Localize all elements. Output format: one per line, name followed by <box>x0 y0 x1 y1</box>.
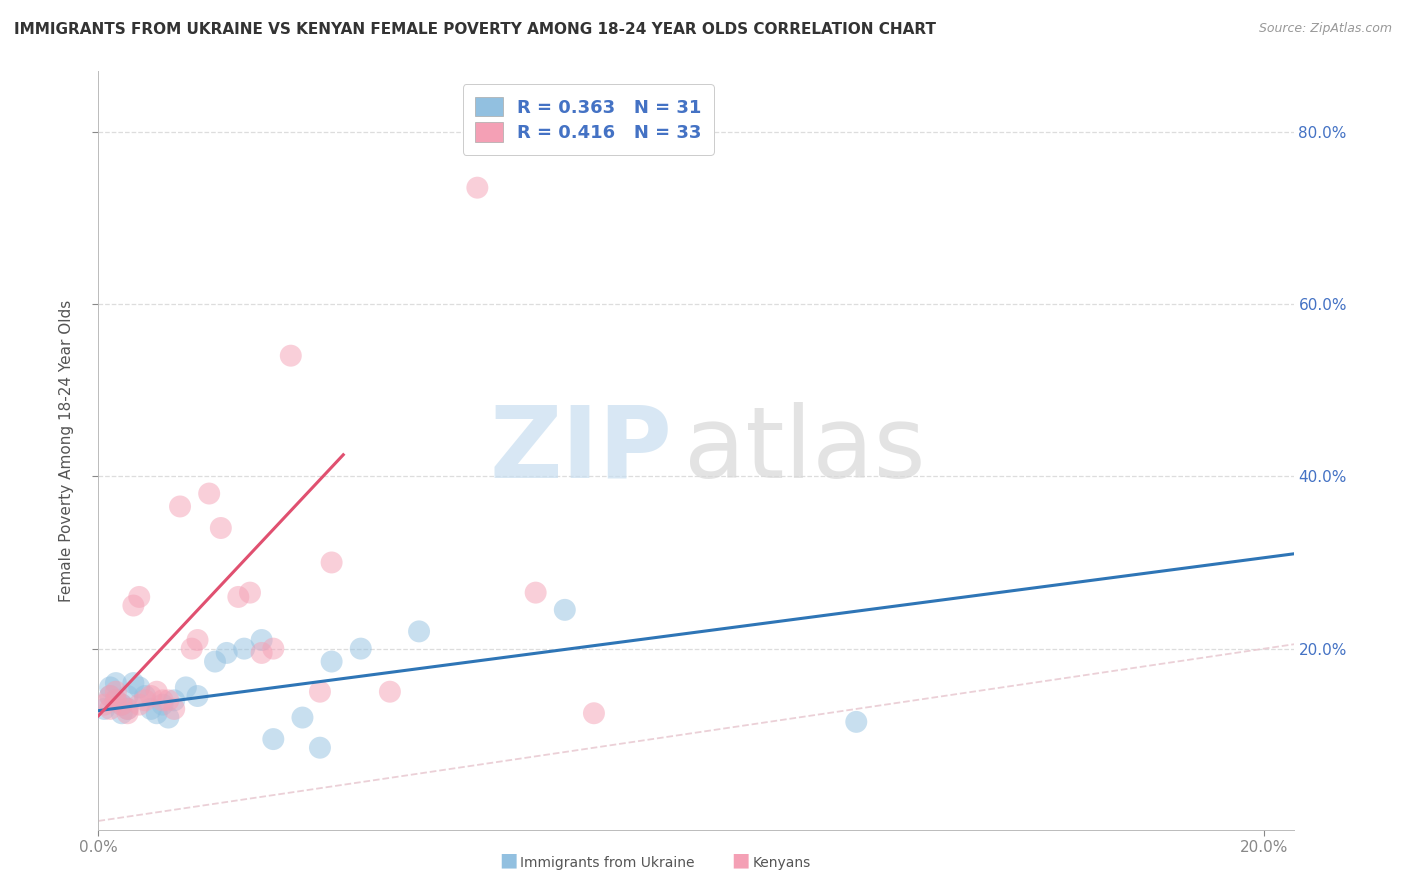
Point <box>93 698 115 712</box>
Point <box>128 681 150 695</box>
Point <box>139 702 162 716</box>
Point <box>309 684 332 698</box>
Text: Source: ZipAtlas.com: Source: ZipAtlas.com <box>1258 22 1392 36</box>
Point <box>157 693 180 707</box>
Point <box>104 693 127 707</box>
Point <box>111 698 134 712</box>
Point <box>98 689 121 703</box>
Point <box>104 684 127 698</box>
Point <box>104 676 127 690</box>
Point <box>233 641 256 656</box>
Point <box>145 706 167 721</box>
Text: Immigrants from Ukraine: Immigrants from Ukraine <box>520 855 695 870</box>
Point <box>174 681 197 695</box>
Point <box>98 689 121 703</box>
Point <box>350 641 373 656</box>
Point <box>524 585 547 599</box>
Point <box>554 603 576 617</box>
Point <box>93 702 115 716</box>
Y-axis label: Female Poverty Among 18-24 Year Olds: Female Poverty Among 18-24 Year Olds <box>59 300 75 601</box>
Point <box>163 693 186 707</box>
Point <box>582 706 605 721</box>
Point <box>157 710 180 724</box>
Legend: R = 0.363   N = 31, R = 0.416   N = 33: R = 0.363 N = 31, R = 0.416 N = 33 <box>463 84 714 154</box>
Point <box>291 710 314 724</box>
Point <box>117 689 139 703</box>
Point <box>467 180 489 194</box>
Point <box>204 655 226 669</box>
Point <box>321 556 343 570</box>
Point <box>139 689 162 703</box>
Point <box>163 702 186 716</box>
Point <box>239 585 262 599</box>
Point <box>186 689 208 703</box>
Text: ZIP: ZIP <box>489 402 672 499</box>
Point <box>98 681 121 695</box>
Text: ■: ■ <box>731 851 749 870</box>
Point <box>198 486 221 500</box>
Point <box>104 693 127 707</box>
Point <box>250 646 273 660</box>
Point <box>845 714 868 729</box>
Point <box>134 693 156 707</box>
Point <box>186 633 208 648</box>
Point <box>122 599 145 613</box>
Point <box>152 698 174 712</box>
Point <box>122 676 145 690</box>
Point <box>169 500 191 514</box>
Text: IMMIGRANTS FROM UKRAINE VS KENYAN FEMALE POVERTY AMONG 18-24 YEAR OLDS CORRELATI: IMMIGRANTS FROM UKRAINE VS KENYAN FEMALE… <box>14 22 936 37</box>
Point <box>152 693 174 707</box>
Point <box>128 590 150 604</box>
Point <box>145 684 167 698</box>
Point <box>209 521 232 535</box>
Point <box>215 646 238 660</box>
Point <box>280 349 302 363</box>
Point <box>111 698 134 712</box>
Point <box>408 624 430 639</box>
Point <box>262 641 284 656</box>
Point <box>378 684 401 698</box>
Point <box>262 732 284 747</box>
Point <box>309 740 332 755</box>
Point <box>250 633 273 648</box>
Point <box>117 706 139 721</box>
Text: ■: ■ <box>499 851 517 870</box>
Point <box>117 702 139 716</box>
Point <box>98 702 121 716</box>
Point <box>111 706 134 721</box>
Text: Kenyans: Kenyans <box>752 855 810 870</box>
Point <box>321 655 343 669</box>
Point <box>117 702 139 716</box>
Text: atlas: atlas <box>685 402 925 499</box>
Point <box>128 698 150 712</box>
Point <box>180 641 202 656</box>
Point <box>134 689 156 703</box>
Point <box>228 590 250 604</box>
